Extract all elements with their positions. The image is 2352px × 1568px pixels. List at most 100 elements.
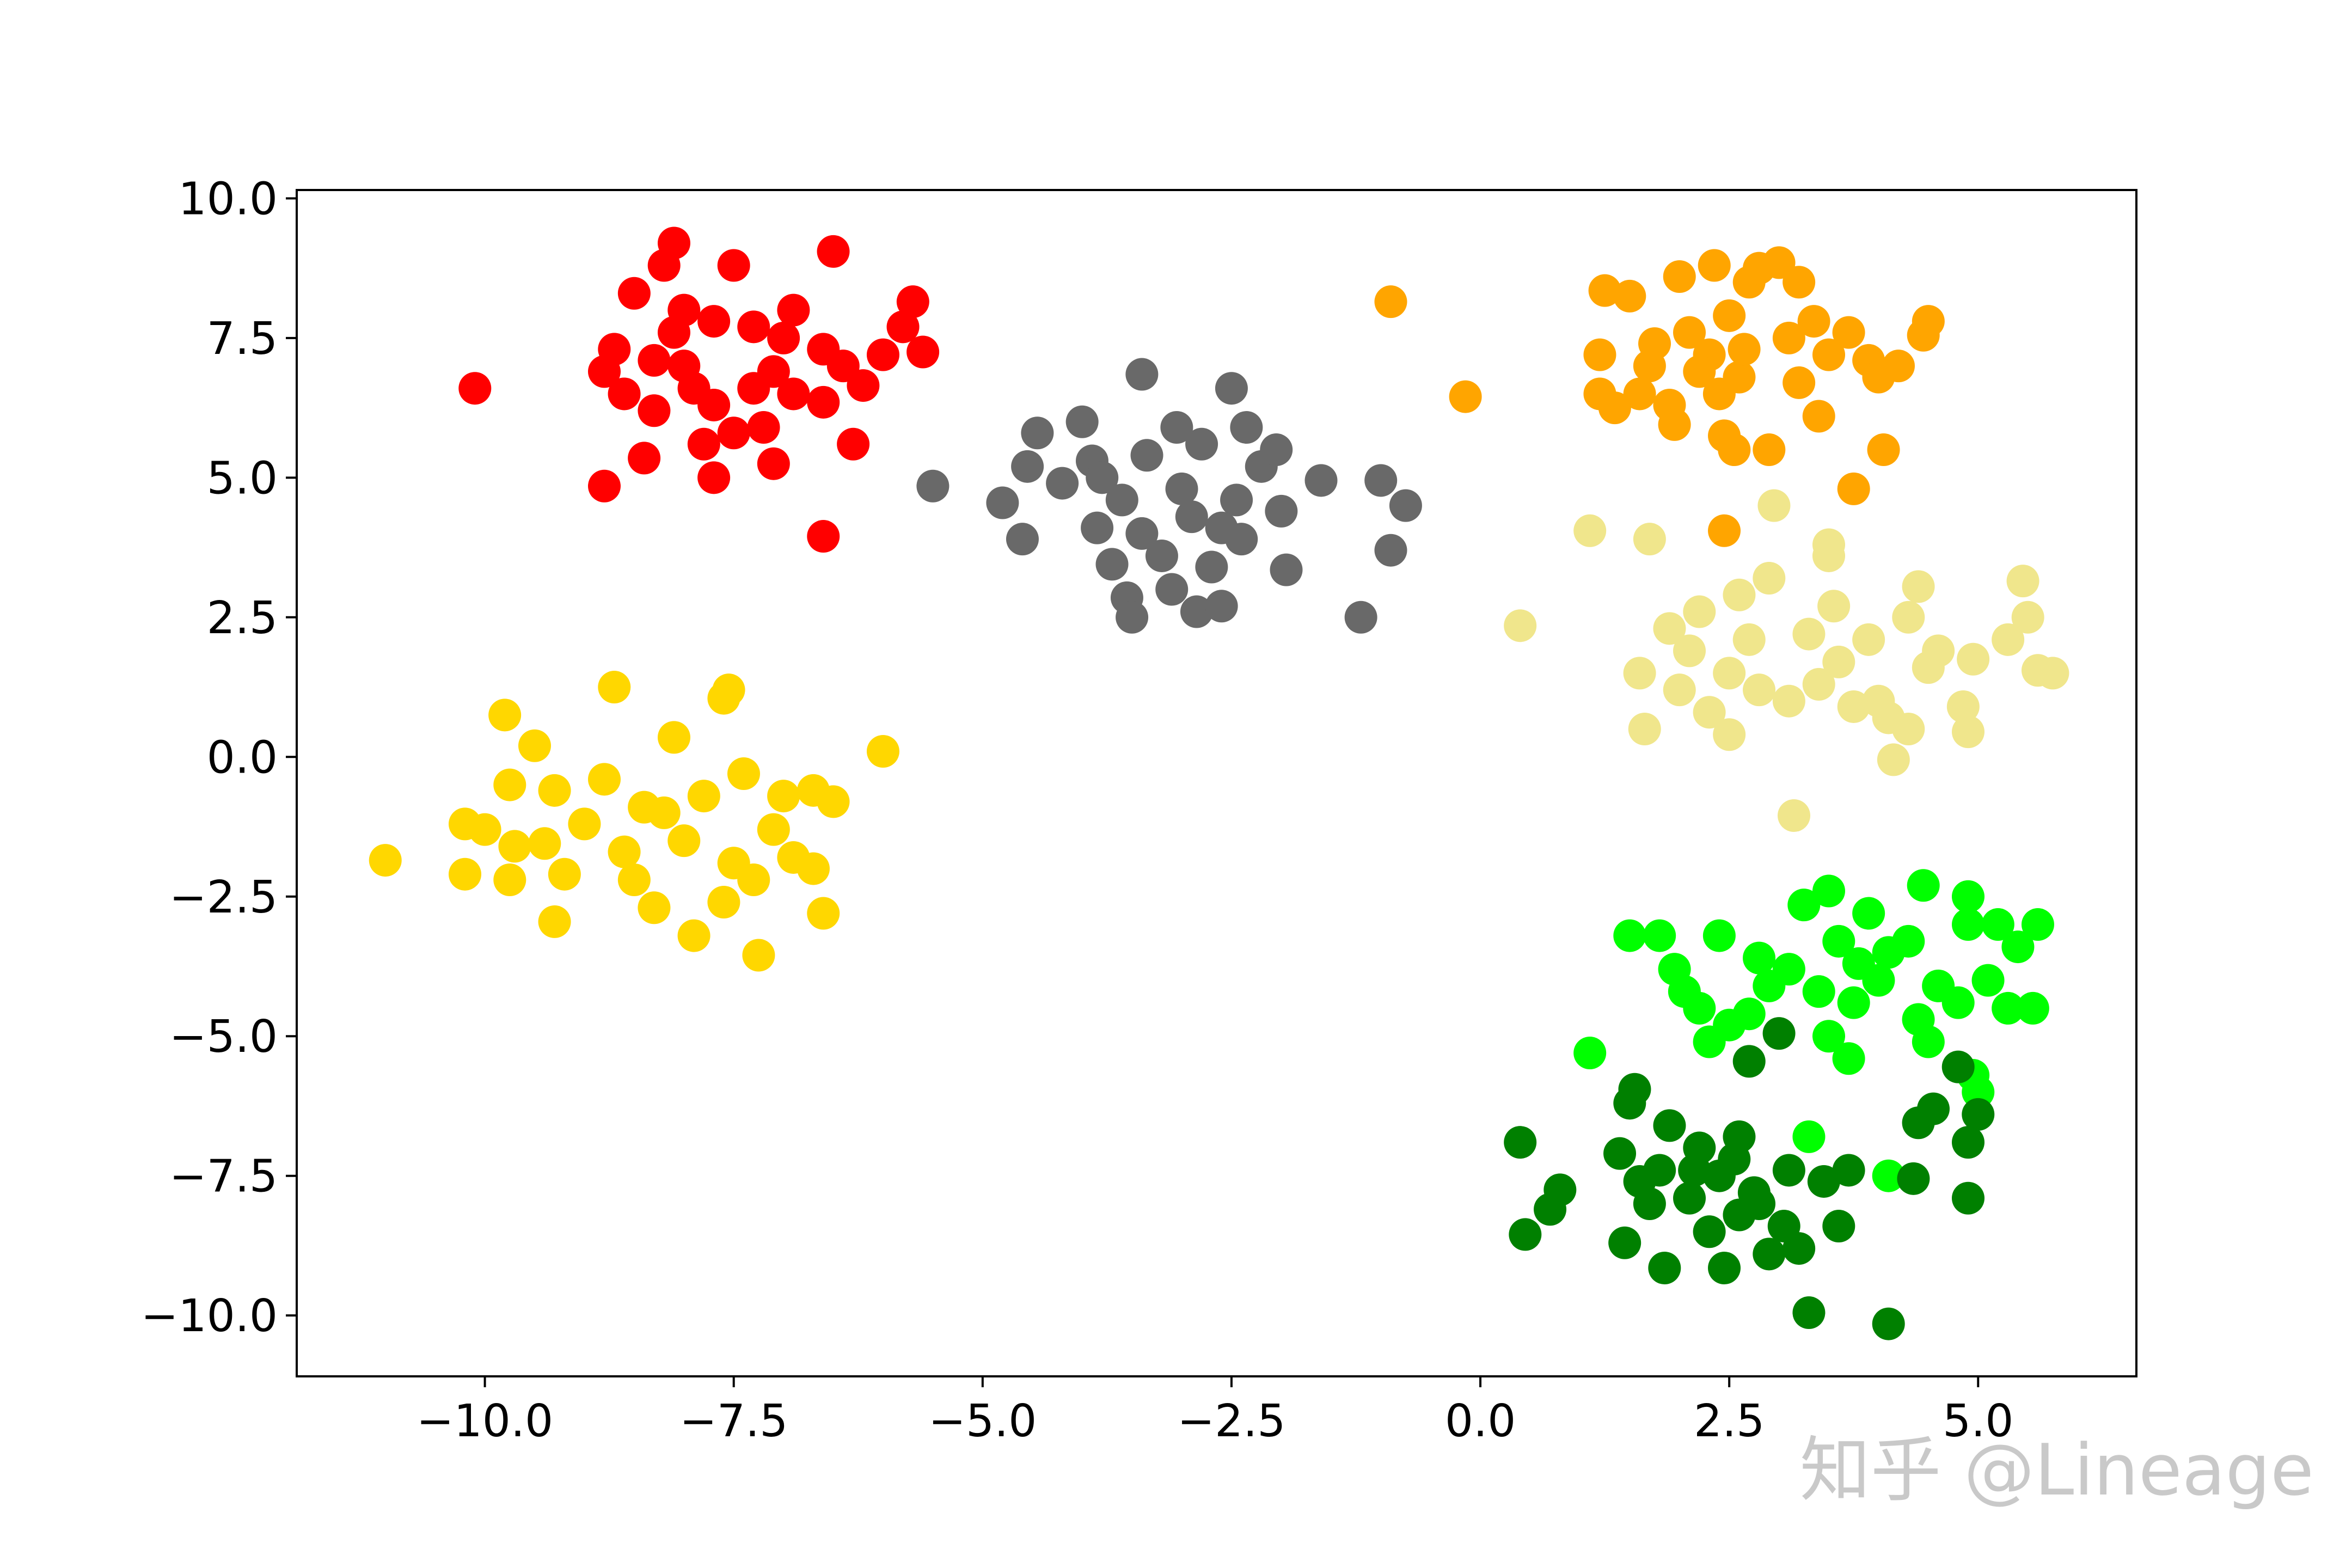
- scatter-point: [1693, 1215, 1726, 1248]
- scatter-point: [598, 671, 631, 704]
- scatter-point: [807, 897, 840, 930]
- scatter-point: [608, 835, 641, 868]
- scatter-point: [767, 321, 800, 354]
- scatter-point: [518, 729, 552, 762]
- scatter-point: [1708, 1251, 1741, 1284]
- scatter-point: [2011, 601, 2044, 634]
- scatter-point: [528, 827, 561, 860]
- scatter-point: [1971, 964, 2005, 997]
- scatter-point: [757, 447, 790, 480]
- scatter-point: [1852, 623, 1885, 656]
- scatter-point: [1951, 880, 1984, 913]
- scatter-point: [697, 461, 731, 494]
- scatter-point: [1673, 316, 1706, 349]
- scatter-point: [667, 293, 701, 327]
- y-tick-label: 5.0: [207, 452, 278, 504]
- scatter-point: [1862, 964, 1895, 997]
- scatter-point: [1778, 799, 1811, 832]
- scatter-point: [667, 350, 701, 383]
- scatter-point: [1892, 601, 1925, 634]
- x-tick-label: −7.5: [679, 1395, 788, 1447]
- scatter-point: [1653, 612, 1686, 645]
- scatter-point: [1732, 623, 1766, 656]
- scatter-point: [707, 886, 740, 919]
- scatter-point: [1787, 889, 1821, 922]
- scatter-point: [1812, 528, 1846, 561]
- scatter-point: [1822, 1210, 1855, 1243]
- scatter-point: [2006, 565, 2039, 598]
- scatter-point: [1743, 673, 1776, 707]
- scatter-point: [1603, 1137, 1637, 1170]
- scatter-point: [1981, 908, 2014, 941]
- scatter-point: [1753, 1238, 1786, 1271]
- y-tick-label: 7.5: [207, 313, 278, 365]
- scatter-point: [1946, 690, 1980, 723]
- scatter-point: [747, 411, 780, 444]
- scatter-point: [617, 863, 651, 896]
- scatter-point: [638, 891, 671, 924]
- scatter-point: [1708, 514, 1741, 547]
- scatter-point: [1732, 1045, 1766, 1078]
- scatter-point: [1086, 461, 1119, 494]
- scatter-point: [1588, 274, 1621, 307]
- scatter-point: [647, 796, 681, 829]
- scatter-point: [1011, 450, 1044, 483]
- scatter-point: [1812, 338, 1846, 371]
- scatter-point: [1762, 246, 1796, 279]
- scatter-point: [548, 857, 581, 891]
- scatter-point: [1165, 472, 1198, 505]
- scatter-point: [742, 939, 775, 972]
- scatter-point: [647, 249, 681, 282]
- y-tick-label: −2.5: [169, 872, 278, 923]
- scatter-point: [717, 249, 750, 282]
- scatter-point: [2016, 991, 2049, 1025]
- scatter-point: [493, 768, 526, 801]
- scatter-point: [1783, 366, 1816, 399]
- scatter-point: [777, 377, 810, 411]
- scatter-point: [1673, 634, 1706, 667]
- scatter-point: [657, 721, 690, 754]
- scatter-point: [1648, 1251, 1681, 1284]
- plot-points: [369, 226, 2069, 1340]
- scatter-point: [1638, 327, 1671, 360]
- scatter-point: [1957, 642, 1990, 676]
- scatter-point: [1837, 472, 1870, 505]
- scatter-point: [1877, 743, 1910, 776]
- scatter-point: [1783, 266, 1816, 299]
- y-tick-label: 2.5: [207, 592, 278, 644]
- scatter-point: [1992, 991, 2025, 1025]
- scatter-point: [1095, 548, 1129, 581]
- scatter-point: [667, 824, 701, 857]
- scatter-point: [1678, 1154, 1711, 1187]
- scatter-point: [538, 774, 571, 807]
- scatter-point: [587, 763, 621, 796]
- scatter-point: [697, 305, 731, 338]
- scatter-point: [1713, 299, 1746, 332]
- scatter-point: [1633, 523, 1666, 556]
- scatter-point: [1872, 1159, 1905, 1192]
- scatter-point: [916, 469, 950, 503]
- scatter-point: [458, 372, 492, 405]
- scatter-point: [1772, 684, 1805, 718]
- scatter-point: [1389, 489, 1422, 522]
- scatter-point: [2001, 930, 2035, 964]
- scatter-point: [1753, 433, 1786, 467]
- scatter-point: [1713, 718, 1746, 751]
- scatter-point: [1504, 1126, 1537, 1159]
- scatter-point: [568, 807, 601, 841]
- scatter-point: [1837, 986, 1870, 1019]
- scatter-point: [896, 285, 929, 318]
- scatter-point: [598, 333, 631, 366]
- scatter-point: [1046, 467, 1079, 500]
- y-tick-label: 10.0: [178, 173, 278, 225]
- scatter-point: [1613, 919, 1646, 952]
- scatter-point: [1065, 405, 1099, 438]
- scatter-point: [1081, 511, 1114, 544]
- scatter-point: [1792, 617, 1826, 651]
- x-tick-label: 0.0: [1445, 1395, 1516, 1447]
- scatter-point: [1006, 523, 1039, 556]
- scatter-point: [638, 394, 671, 427]
- scatter-point: [1941, 1050, 1975, 1083]
- scatter-point: [1698, 249, 1731, 282]
- scatter-point: [687, 780, 720, 813]
